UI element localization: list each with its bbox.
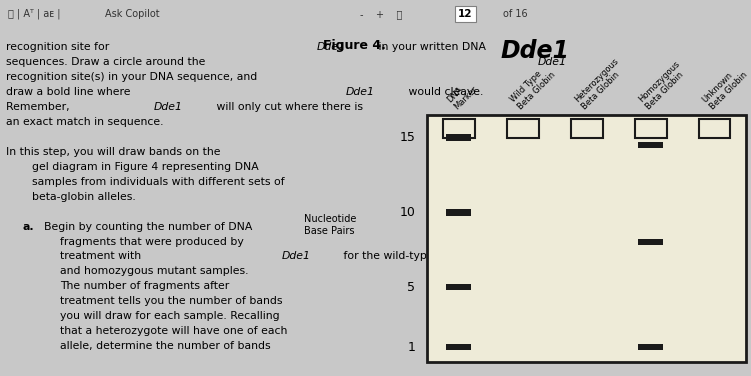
Text: recognition site for: recognition site for bbox=[6, 42, 113, 52]
Bar bbox=[506, 119, 538, 138]
Text: Dde1: Dde1 bbox=[154, 102, 182, 112]
Bar bbox=[638, 239, 662, 246]
Text: 5: 5 bbox=[407, 281, 415, 294]
Bar bbox=[446, 209, 471, 215]
Bar bbox=[442, 119, 475, 138]
Text: 12: 12 bbox=[458, 9, 472, 19]
Text: draw a bold line where: draw a bold line where bbox=[6, 87, 134, 97]
Bar bbox=[635, 119, 667, 138]
Text: fragments that were produced by: fragments that were produced by bbox=[60, 237, 243, 247]
Bar bbox=[638, 142, 662, 148]
Text: -    +    ⧖: - + ⧖ bbox=[360, 9, 403, 19]
Text: a.: a. bbox=[22, 221, 34, 232]
Text: Homozygous
Beta Globin: Homozygous Beta Globin bbox=[637, 59, 689, 112]
Text: samples from individuals with different sets of: samples from individuals with different … bbox=[32, 177, 284, 187]
Text: Dde1: Dde1 bbox=[502, 281, 532, 291]
Text: The number of fragments after: The number of fragments after bbox=[60, 281, 233, 291]
Text: Dde1: Dde1 bbox=[282, 252, 310, 261]
Text: allele, determine the number of bands: allele, determine the number of bands bbox=[60, 341, 270, 351]
Text: an exact match in sequence.: an exact match in sequence. bbox=[6, 117, 164, 127]
Text: Figure 4.: Figure 4. bbox=[323, 39, 386, 52]
Text: ⧖ | Aᵀ | aᴇ |: ⧖ | Aᵀ | aᴇ | bbox=[8, 9, 60, 19]
Text: Nucleotide
Base Pairs: Nucleotide Base Pairs bbox=[303, 214, 356, 235]
Text: Begin by counting the number of DNA: Begin by counting the number of DNA bbox=[44, 221, 252, 232]
Text: Wild Type
Beta Globin: Wild Type Beta Globin bbox=[509, 63, 557, 112]
Text: and homozygous mutant samples.: and homozygous mutant samples. bbox=[60, 267, 249, 276]
Text: would cleave.: would cleave. bbox=[405, 87, 483, 97]
Text: treatment tells you the number of bands: treatment tells you the number of bands bbox=[60, 296, 282, 306]
Text: gel diagram in Figure 4 representing DNA: gel diagram in Figure 4 representing DNA bbox=[32, 162, 258, 172]
Text: Unknown
Beta Globin: Unknown Beta Globin bbox=[701, 63, 749, 112]
Text: will only cut where there is: will only cut where there is bbox=[213, 102, 363, 112]
Text: Dde1: Dde1 bbox=[345, 87, 375, 97]
Text: in your written DNA: in your written DNA bbox=[376, 42, 487, 52]
Text: treatment with: treatment with bbox=[60, 252, 144, 261]
Text: of 16: of 16 bbox=[503, 9, 528, 19]
Text: 10: 10 bbox=[400, 206, 415, 219]
Text: you will draw for each sample. Recalling: you will draw for each sample. Recalling bbox=[60, 311, 279, 321]
Text: Heterozygous
Beta Globin: Heterozygous Beta Globin bbox=[573, 57, 628, 112]
Bar bbox=[698, 119, 731, 138]
Bar bbox=[571, 119, 602, 138]
Text: beta-globin alleles.: beta-globin alleles. bbox=[32, 192, 135, 202]
Text: DNA
Marker: DNA Marker bbox=[445, 77, 479, 112]
Text: Ask Copilot: Ask Copilot bbox=[105, 9, 160, 19]
Text: Dde1: Dde1 bbox=[500, 39, 569, 63]
Text: that a heterozygote will have one of each: that a heterozygote will have one of eac… bbox=[60, 326, 288, 336]
Bar bbox=[638, 344, 662, 350]
Text: Dde1: Dde1 bbox=[538, 57, 566, 67]
Bar bbox=[427, 115, 746, 362]
Text: recognition site(s) in your DNA sequence, and: recognition site(s) in your DNA sequence… bbox=[6, 72, 258, 82]
Text: sequences. Draw a circle around the: sequences. Draw a circle around the bbox=[6, 57, 210, 67]
Bar bbox=[446, 284, 471, 290]
Bar bbox=[446, 135, 471, 141]
Text: for the wild-type: for the wild-type bbox=[340, 252, 434, 261]
Bar bbox=[446, 344, 471, 350]
Text: 1: 1 bbox=[408, 341, 415, 353]
Text: 15: 15 bbox=[400, 131, 415, 144]
Text: In this step, you will draw bands on the: In this step, you will draw bands on the bbox=[6, 147, 221, 157]
Text: Remember,: Remember, bbox=[6, 102, 74, 112]
Text: Dde1: Dde1 bbox=[316, 42, 345, 52]
